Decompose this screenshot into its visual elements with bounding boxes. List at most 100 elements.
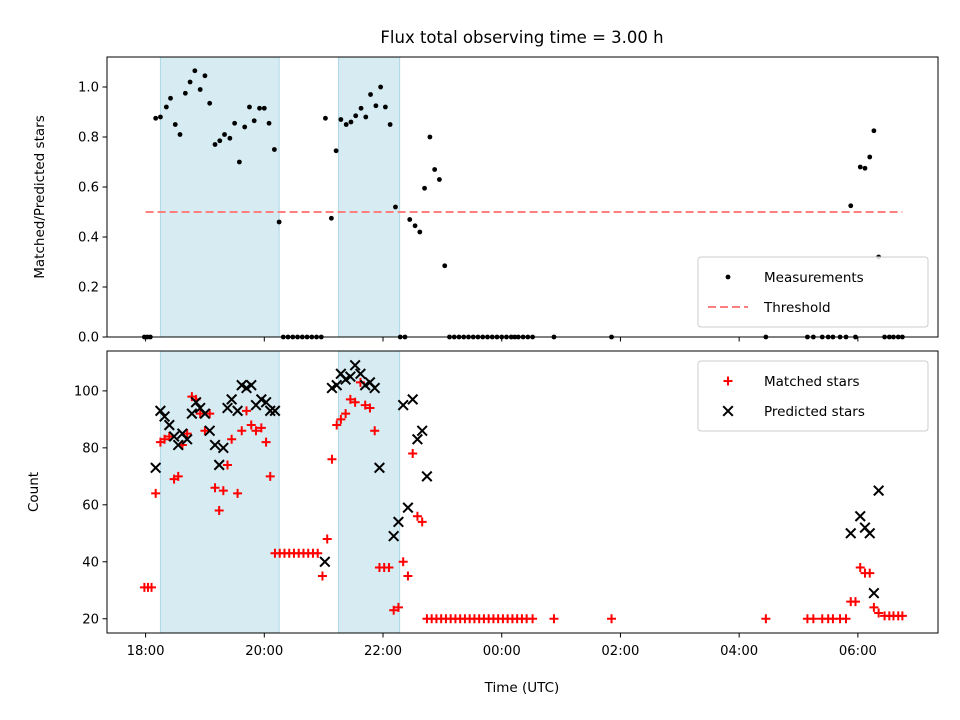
data-point — [393, 204, 398, 210]
data-point — [407, 217, 413, 222]
data-point — [159, 411, 171, 423]
data-point — [204, 425, 216, 437]
data-point — [848, 203, 854, 209]
data-point — [869, 602, 879, 612]
data-point — [370, 426, 380, 436]
data-point — [323, 115, 328, 121]
data-point — [528, 614, 538, 624]
data-point — [233, 488, 243, 498]
y-tick-label: 60 — [82, 498, 99, 513]
data-point — [873, 485, 885, 497]
data-point — [345, 394, 355, 404]
data-point — [168, 95, 173, 101]
x-axis-label: Time (UTC) — [484, 680, 560, 696]
data-point — [607, 614, 617, 624]
data-point — [213, 459, 225, 471]
data-point — [411, 433, 423, 445]
data-point — [417, 517, 427, 527]
x-tick-label: 04:00 — [720, 644, 758, 659]
data-point — [154, 405, 166, 417]
axes-frame — [106, 56, 939, 338]
data-point — [251, 426, 261, 436]
x-tick-label: 00:00 — [483, 644, 521, 659]
y-tick-label: 0.6 — [78, 181, 99, 196]
data-point — [199, 408, 211, 420]
legend-box — [697, 360, 929, 432]
shaded-interval — [159, 350, 280, 634]
data-point — [147, 582, 157, 592]
data-point — [850, 597, 860, 607]
data-point — [217, 138, 223, 144]
data-point — [354, 368, 366, 380]
x-tick-label: 02:00 — [601, 644, 639, 659]
data-point — [172, 439, 184, 451]
x-tick-label: 20:00 — [245, 644, 283, 659]
data-point — [222, 132, 227, 137]
data-point — [854, 510, 866, 522]
legend: Measurements Threshold — [697, 256, 929, 328]
data-point — [319, 556, 331, 568]
data-point — [173, 471, 183, 481]
data-point — [168, 430, 180, 442]
data-point — [197, 87, 203, 92]
data-point — [232, 405, 244, 417]
data-point — [182, 90, 188, 96]
data-point — [265, 471, 275, 481]
data-point — [408, 449, 418, 459]
data-point — [256, 423, 266, 433]
data-point — [723, 376, 733, 386]
legend-label: Predicted stars — [764, 404, 865, 420]
y-tick-label: 20 — [82, 612, 99, 627]
data-point — [214, 506, 224, 516]
data-point — [432, 167, 438, 172]
data-point — [181, 433, 193, 445]
data-point — [177, 132, 183, 137]
data-point — [210, 483, 220, 493]
data-point — [221, 402, 234, 414]
data-point — [236, 159, 242, 165]
data-point — [349, 359, 361, 371]
legend-label: Measurements — [764, 270, 864, 286]
data-point — [338, 117, 344, 122]
data-point — [343, 122, 349, 127]
legend: Matched stars Predicted stars — [697, 360, 929, 432]
data-point — [868, 587, 880, 599]
data-point — [260, 396, 272, 408]
data-point — [317, 571, 327, 581]
data-point — [190, 396, 202, 408]
y-tick-label: 40 — [82, 555, 99, 570]
data-point — [358, 105, 364, 111]
data-point — [227, 135, 233, 141]
data-point — [897, 611, 907, 621]
data-point — [427, 134, 433, 140]
top-panel: 0.0 0.2 0.4 0.6 0.8 1.0 Matched/Predicted star… — [32, 56, 939, 346]
data-point — [360, 400, 370, 410]
data-point — [163, 419, 175, 431]
data-point — [251, 118, 257, 124]
data-point — [200, 426, 210, 436]
data-point — [207, 100, 213, 106]
data-point — [442, 263, 448, 269]
data-point — [437, 177, 442, 182]
data-point — [226, 393, 238, 405]
data-point — [389, 605, 399, 615]
data-point — [865, 568, 875, 578]
data-point — [227, 434, 237, 444]
data-point — [332, 420, 342, 430]
y-tick-label: 80 — [82, 441, 99, 456]
data-point — [163, 104, 169, 110]
shaded-interval — [337, 350, 401, 634]
data-point — [365, 403, 375, 413]
data-point — [549, 614, 559, 624]
data-point — [276, 219, 282, 225]
data-point — [348, 119, 354, 125]
data-point — [862, 165, 868, 171]
data-point — [373, 103, 379, 109]
data-point — [246, 420, 256, 430]
data-point — [217, 442, 229, 454]
y-tick-label: 100 — [74, 384, 99, 399]
data-point — [864, 527, 876, 539]
data-point — [271, 147, 277, 152]
data-point — [845, 527, 857, 539]
